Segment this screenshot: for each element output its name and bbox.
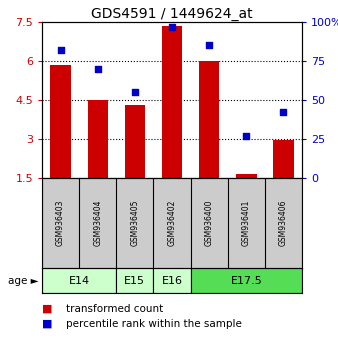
Point (95, 66, 100, 72)
Bar (199, 61, 219, 178)
Bar (116, 268, 153, 293)
Bar (50, 65, 71, 178)
Point (244, 133, 249, 139)
Text: GSM936402: GSM936402 (168, 200, 176, 246)
Text: GSM936401: GSM936401 (242, 200, 251, 246)
Text: GSM936404: GSM936404 (93, 200, 102, 246)
Bar (153, 268, 191, 293)
Text: E14: E14 (69, 275, 90, 285)
Text: E15: E15 (124, 275, 145, 285)
Text: E16: E16 (162, 275, 183, 285)
Point (169, 24, 175, 29)
Text: ■: ■ (42, 304, 52, 314)
Bar (236, 174, 257, 178)
Bar (88, 100, 108, 178)
Text: GSM936403: GSM936403 (56, 200, 65, 246)
Bar (125, 105, 145, 178)
Bar (273, 140, 294, 178)
Point (281, 110, 286, 115)
Text: GSM936405: GSM936405 (130, 200, 139, 246)
Text: E17.5: E17.5 (231, 275, 262, 285)
Bar (42, 268, 116, 293)
Text: percentile rank within the sample: percentile rank within the sample (66, 319, 242, 329)
Bar (162, 26, 182, 178)
Point (207, 42, 212, 48)
Point (58, 47, 63, 53)
Point (132, 89, 138, 95)
Text: ■: ■ (42, 319, 52, 329)
Text: GSM936406: GSM936406 (279, 200, 288, 246)
Text: GSM936400: GSM936400 (204, 200, 214, 246)
Text: age ►: age ► (8, 275, 39, 285)
Title: GDS4591 / 1449624_at: GDS4591 / 1449624_at (91, 7, 253, 21)
Bar (191, 268, 302, 293)
Text: transformed count: transformed count (66, 304, 163, 314)
